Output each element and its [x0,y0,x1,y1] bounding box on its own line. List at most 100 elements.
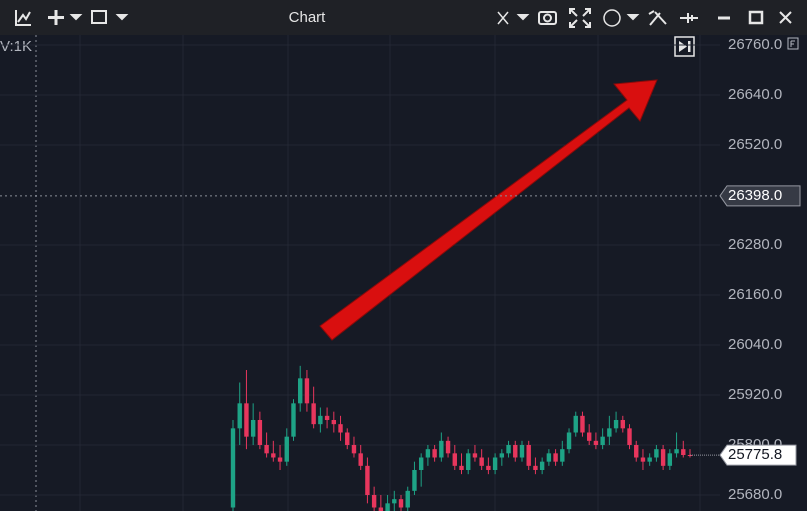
candle-body [331,420,337,425]
candle-body [459,465,464,470]
candle-body [378,507,384,511]
y-tick-label: 26160.0 [728,286,782,303]
candle-body [607,428,612,437]
candle-body [479,457,484,466]
scale-mode-button[interactable] [787,37,799,50]
legend-text: V:1K [0,38,32,55]
candle-body [486,465,491,470]
candle-body [492,457,498,470]
candle-body [358,453,363,466]
candle-body [250,420,256,437]
add-dropdown[interactable] [69,14,83,21]
scroll-to-end-button[interactable] [674,36,695,57]
y-tick-label: 26760.0 [728,36,782,53]
candle-body [298,378,303,404]
candle-body [519,445,525,458]
candle-body [627,428,632,445]
candle-body [667,453,673,466]
candle-body [412,470,417,491]
candle-body [405,490,410,508]
candle-body [620,420,625,429]
indicator-button[interactable] [15,10,31,26]
crosshair-price-label: 26398.0 [728,187,782,204]
theme-dropdown[interactable] [626,14,640,21]
crosshair-button[interactable] [497,11,509,25]
candle-body [600,436,605,445]
y-tick-label: 26520.0 [728,136,782,153]
candle-body [566,432,572,450]
candle-body [304,378,310,404]
last-price-box [719,444,797,466]
candle-body [647,457,652,462]
fullscreen-button[interactable] [569,8,591,28]
candle-body [506,445,511,454]
close-button[interactable] [779,11,792,24]
candle-body [439,440,444,458]
y-tick-label: 26640.0 [728,86,782,103]
candle-body [271,453,276,458]
candle-body [526,445,531,466]
layout-dropdown[interactable] [115,14,129,21]
candle-body [634,445,639,458]
candle-body [660,449,666,466]
candle-body [311,403,316,425]
maximize-button[interactable] [748,10,764,25]
candle-body [284,436,289,462]
candle-body [418,457,424,470]
candle-body [277,457,283,462]
candle-body [445,440,451,454]
y-tick-label: 25920.0 [728,386,782,403]
candle-body [365,465,370,495]
candle-body [244,403,249,437]
candle-body [472,453,478,458]
candle-body [237,403,242,429]
candle-body [681,449,686,455]
settings-button[interactable] [648,10,667,26]
y-tick-label: 26040.0 [728,336,782,353]
toolbar [0,0,807,35]
candle-body [593,440,599,445]
candle-body [264,445,269,454]
y-tick-label: 25680.0 [728,486,782,503]
candle-body [392,499,397,504]
theme-button[interactable] [603,9,621,27]
annotation-arrow [319,79,658,341]
candle-body [533,465,538,470]
toolbar-icons [15,8,792,28]
candle-body [324,415,330,420]
candle-body [654,449,659,458]
snapshot-button[interactable] [538,11,557,25]
y-tick-label: 26280.0 [728,236,782,253]
candle-body [351,445,357,454]
candle-body [338,424,343,433]
candle-body [466,453,471,470]
pin-button[interactable] [680,13,698,23]
candle-body [546,453,552,462]
vertical-grid [79,35,701,511]
candle-body [499,453,505,458]
candle-body [432,449,437,458]
candle-body [385,503,390,511]
candle-body [640,457,646,462]
crosshair-dropdown[interactable] [516,14,530,21]
layout-button[interactable] [91,10,107,24]
candle-body [586,432,592,441]
candle-body [674,449,679,454]
candle-body [560,449,565,462]
last-price-label: 25775.8 [728,446,782,463]
window-title: Chart [289,9,327,26]
candle-body [573,415,578,433]
candle-body [553,453,558,462]
add-button[interactable] [48,10,64,25]
candle-body [580,415,585,433]
candle-body [539,461,545,470]
candle-body [452,453,457,466]
candle-body [371,495,377,508]
candle-body [398,499,404,508]
candle-body [513,445,518,458]
candle-body [291,403,296,437]
candle-body [230,428,236,508]
candle-body [318,415,323,425]
